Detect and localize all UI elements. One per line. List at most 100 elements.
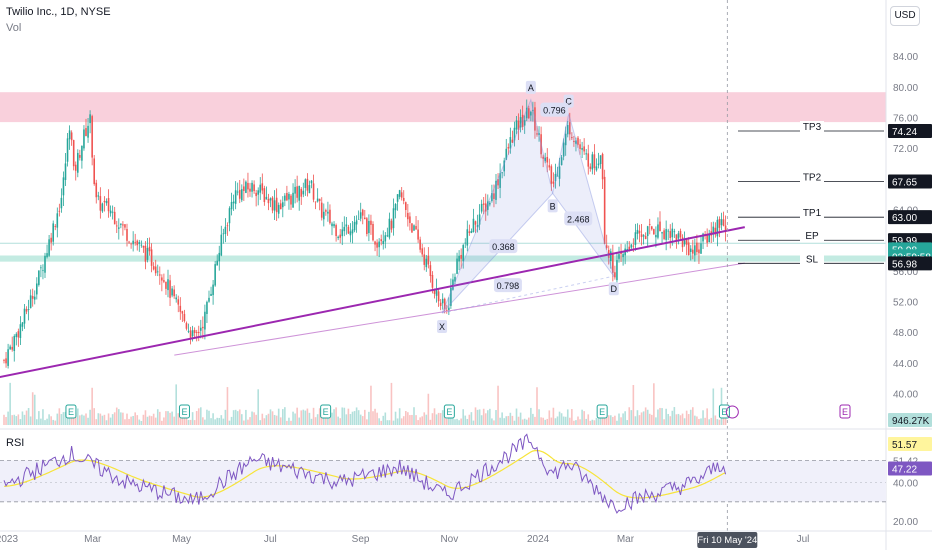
volume-bar: [64, 411, 67, 425]
candle: [333, 224, 335, 227]
candle: [335, 225, 337, 236]
volume-bar: [171, 411, 173, 425]
volume-bar: [407, 412, 409, 425]
candle: [156, 271, 159, 273]
volume-bar: [279, 417, 282, 425]
price-tick: 84.00: [893, 52, 918, 63]
volume-bar: [378, 418, 380, 425]
candle: [546, 156, 549, 163]
candle: [234, 190, 237, 204]
candle: [544, 157, 546, 162]
volume-bar: [423, 412, 426, 425]
candle: [204, 311, 206, 330]
volume-bar: [169, 412, 171, 425]
pattern-point-b: B: [550, 201, 556, 211]
candle: [673, 231, 676, 233]
candle: [177, 299, 180, 305]
volume-bar: [95, 419, 98, 425]
volume-bar: [142, 414, 145, 425]
volume-bar: [532, 413, 534, 425]
candle: [150, 249, 153, 266]
volume-bar: [120, 412, 122, 425]
volume-bar: [212, 413, 214, 425]
volume-bar: [661, 408, 663, 425]
candle: [50, 237, 52, 243]
candle: [603, 176, 606, 244]
volume-bar: [347, 408, 350, 425]
candle: [577, 137, 579, 145]
candle: [40, 267, 42, 269]
candle: [310, 180, 313, 184]
legend-volume[interactable]: Vol: [6, 22, 22, 34]
candle: [622, 254, 624, 258]
harmonic-pattern: X A B C D 0.796 0.368 2.468 0.798: [437, 80, 619, 333]
volume-bar: [665, 408, 667, 425]
candle: [456, 258, 458, 274]
candle: [232, 201, 235, 204]
volume-bar: [704, 417, 706, 425]
time-tick: Nov: [440, 534, 458, 545]
volume-bar: [671, 410, 674, 425]
volume-bar: [507, 415, 510, 425]
candle: [587, 153, 590, 167]
candle: [273, 200, 276, 211]
candle: [651, 226, 653, 230]
earnings-marker: [596, 404, 608, 419]
candle: [642, 235, 645, 237]
volume-bar: [13, 414, 16, 425]
volume-bar: [91, 387, 93, 425]
price-tag-label: 74.24: [892, 127, 917, 138]
volume-bar: [9, 382, 11, 425]
candle: [368, 220, 370, 234]
volume-bar: [464, 415, 467, 425]
volume-bar: [351, 411, 354, 425]
candle: [11, 346, 13, 350]
volume-bar: [689, 409, 692, 425]
volume-bar: [712, 388, 715, 425]
candle: [663, 230, 665, 239]
candle: [83, 129, 85, 149]
candle: [595, 166, 598, 171]
volume-bar: [159, 411, 161, 425]
volume-bar: [610, 415, 612, 425]
level-label-bg: [800, 253, 824, 266]
candle: [179, 305, 182, 312]
candle: [462, 245, 464, 262]
candle: [48, 239, 50, 256]
volume-bar: [433, 408, 436, 425]
candle: [66, 138, 69, 162]
volume-bar: [376, 412, 378, 425]
candle: [616, 260, 618, 281]
volume-bar: [79, 415, 81, 425]
level-sl-label: SL: [806, 254, 819, 265]
volume-bar: [564, 416, 567, 425]
candle: [54, 226, 57, 227]
volume-bar: [509, 412, 512, 425]
volume-bar: [595, 417, 598, 425]
volume-bar: [60, 414, 63, 425]
volume-bar: [714, 415, 717, 425]
candle: [497, 179, 499, 186]
volume-bar: [284, 407, 286, 425]
candle: [525, 107, 528, 119]
price-tick: 48.00: [893, 328, 918, 339]
candle: [573, 140, 575, 143]
volume-bar: [569, 417, 571, 425]
rsi-label[interactable]: RSI: [6, 437, 25, 449]
candle: [257, 190, 259, 195]
candle: [185, 323, 188, 329]
currency-button[interactable]: USD: [890, 6, 920, 26]
volume-bar: [46, 418, 48, 425]
volume-bar: [87, 417, 89, 425]
volume-bar: [708, 419, 710, 425]
volume-bar: [74, 412, 77, 425]
volume-bar: [579, 419, 581, 425]
volume-bar: [341, 407, 344, 425]
candle: [128, 241, 130, 243]
volume-bar: [177, 413, 180, 425]
volume-bar: [187, 420, 190, 425]
candle: [589, 166, 592, 169]
volume-bar: [257, 389, 259, 425]
legend-title[interactable]: Twilio Inc., 1D, NYSE: [6, 6, 111, 18]
